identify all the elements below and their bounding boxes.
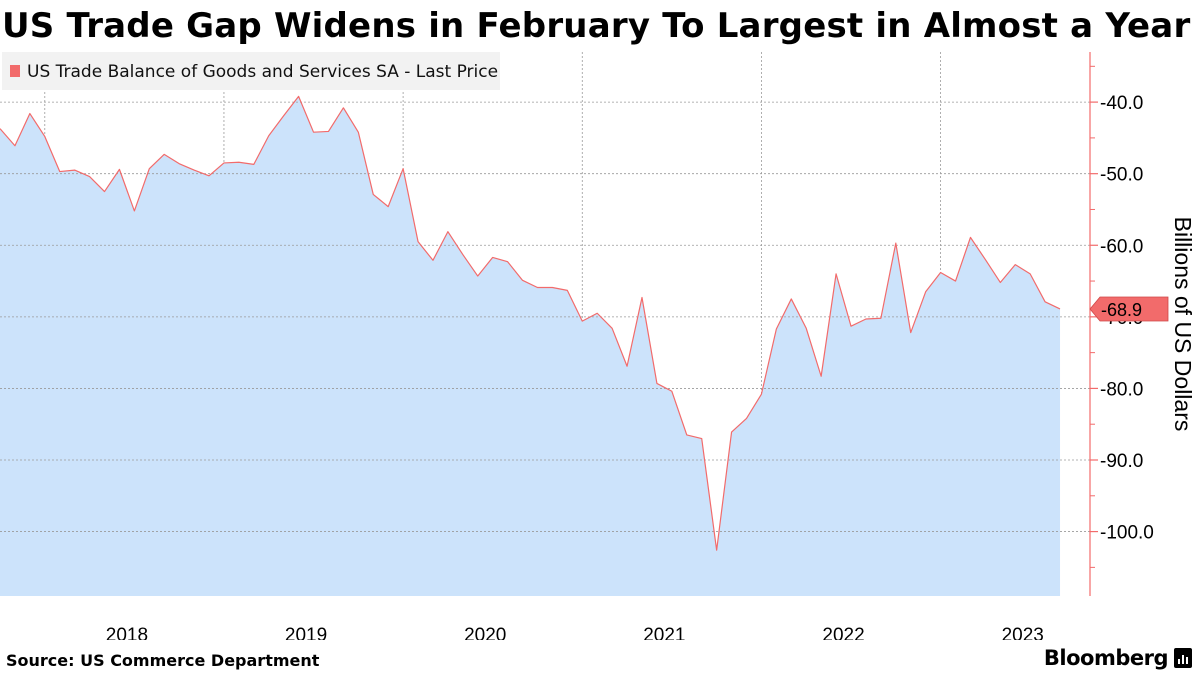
x-year-label: 2018 [106, 625, 148, 640]
x-year-label: 2019 [285, 625, 327, 640]
trade-balance-chart: US Trade Balance of Goods and Services S… [0, 52, 1196, 640]
y-axis-label: Billions of US Dollars [1170, 217, 1196, 432]
legend-label: US Trade Balance of Goods and Services S… [27, 62, 498, 82]
legend-swatch [10, 65, 20, 77]
bloomberg-terminal-icon [1174, 648, 1192, 668]
series-line-layer [0, 95, 1061, 551]
x-year-label: 2021 [643, 625, 685, 640]
brand-name: Bloomberg [1043, 646, 1169, 670]
last-value-label: -68.9 [1101, 300, 1142, 320]
chart-title: US Trade Gap Widens in February To Large… [2, 6, 1191, 46]
x-axis-year-labels: 2018 2019 2020 2021 2022 2023 [106, 625, 1044, 640]
y-tick-label: -80.0 [1100, 379, 1143, 400]
x-year-label: 2023 [1002, 625, 1044, 640]
x-year-label: 2022 [822, 625, 864, 640]
x-year-label: 2020 [464, 625, 506, 640]
y-tick-label: -90.0 [1100, 451, 1143, 472]
y-tick-label: -100.0 [1100, 523, 1154, 544]
legend-background [2, 52, 500, 90]
series-line [0, 95, 1061, 551]
y-tick-label: -40.0 [1100, 93, 1143, 114]
legend: US Trade Balance of Goods and Services S… [2, 52, 500, 90]
last-value-tag [1089, 296, 1169, 322]
y-tick-label: -50.0 [1100, 165, 1143, 186]
source-note: Source: US Commerce Department [6, 651, 320, 670]
last-value-marker: -68.9 [1089, 296, 1169, 322]
series-area [0, 96, 1061, 596]
bloomberg-logo: Bloomberg [1044, 646, 1192, 670]
area-fill-layer [0, 96, 1061, 596]
y-tick-label: -60.0 [1100, 236, 1143, 257]
horizontal-gridlines [0, 101, 1090, 532]
